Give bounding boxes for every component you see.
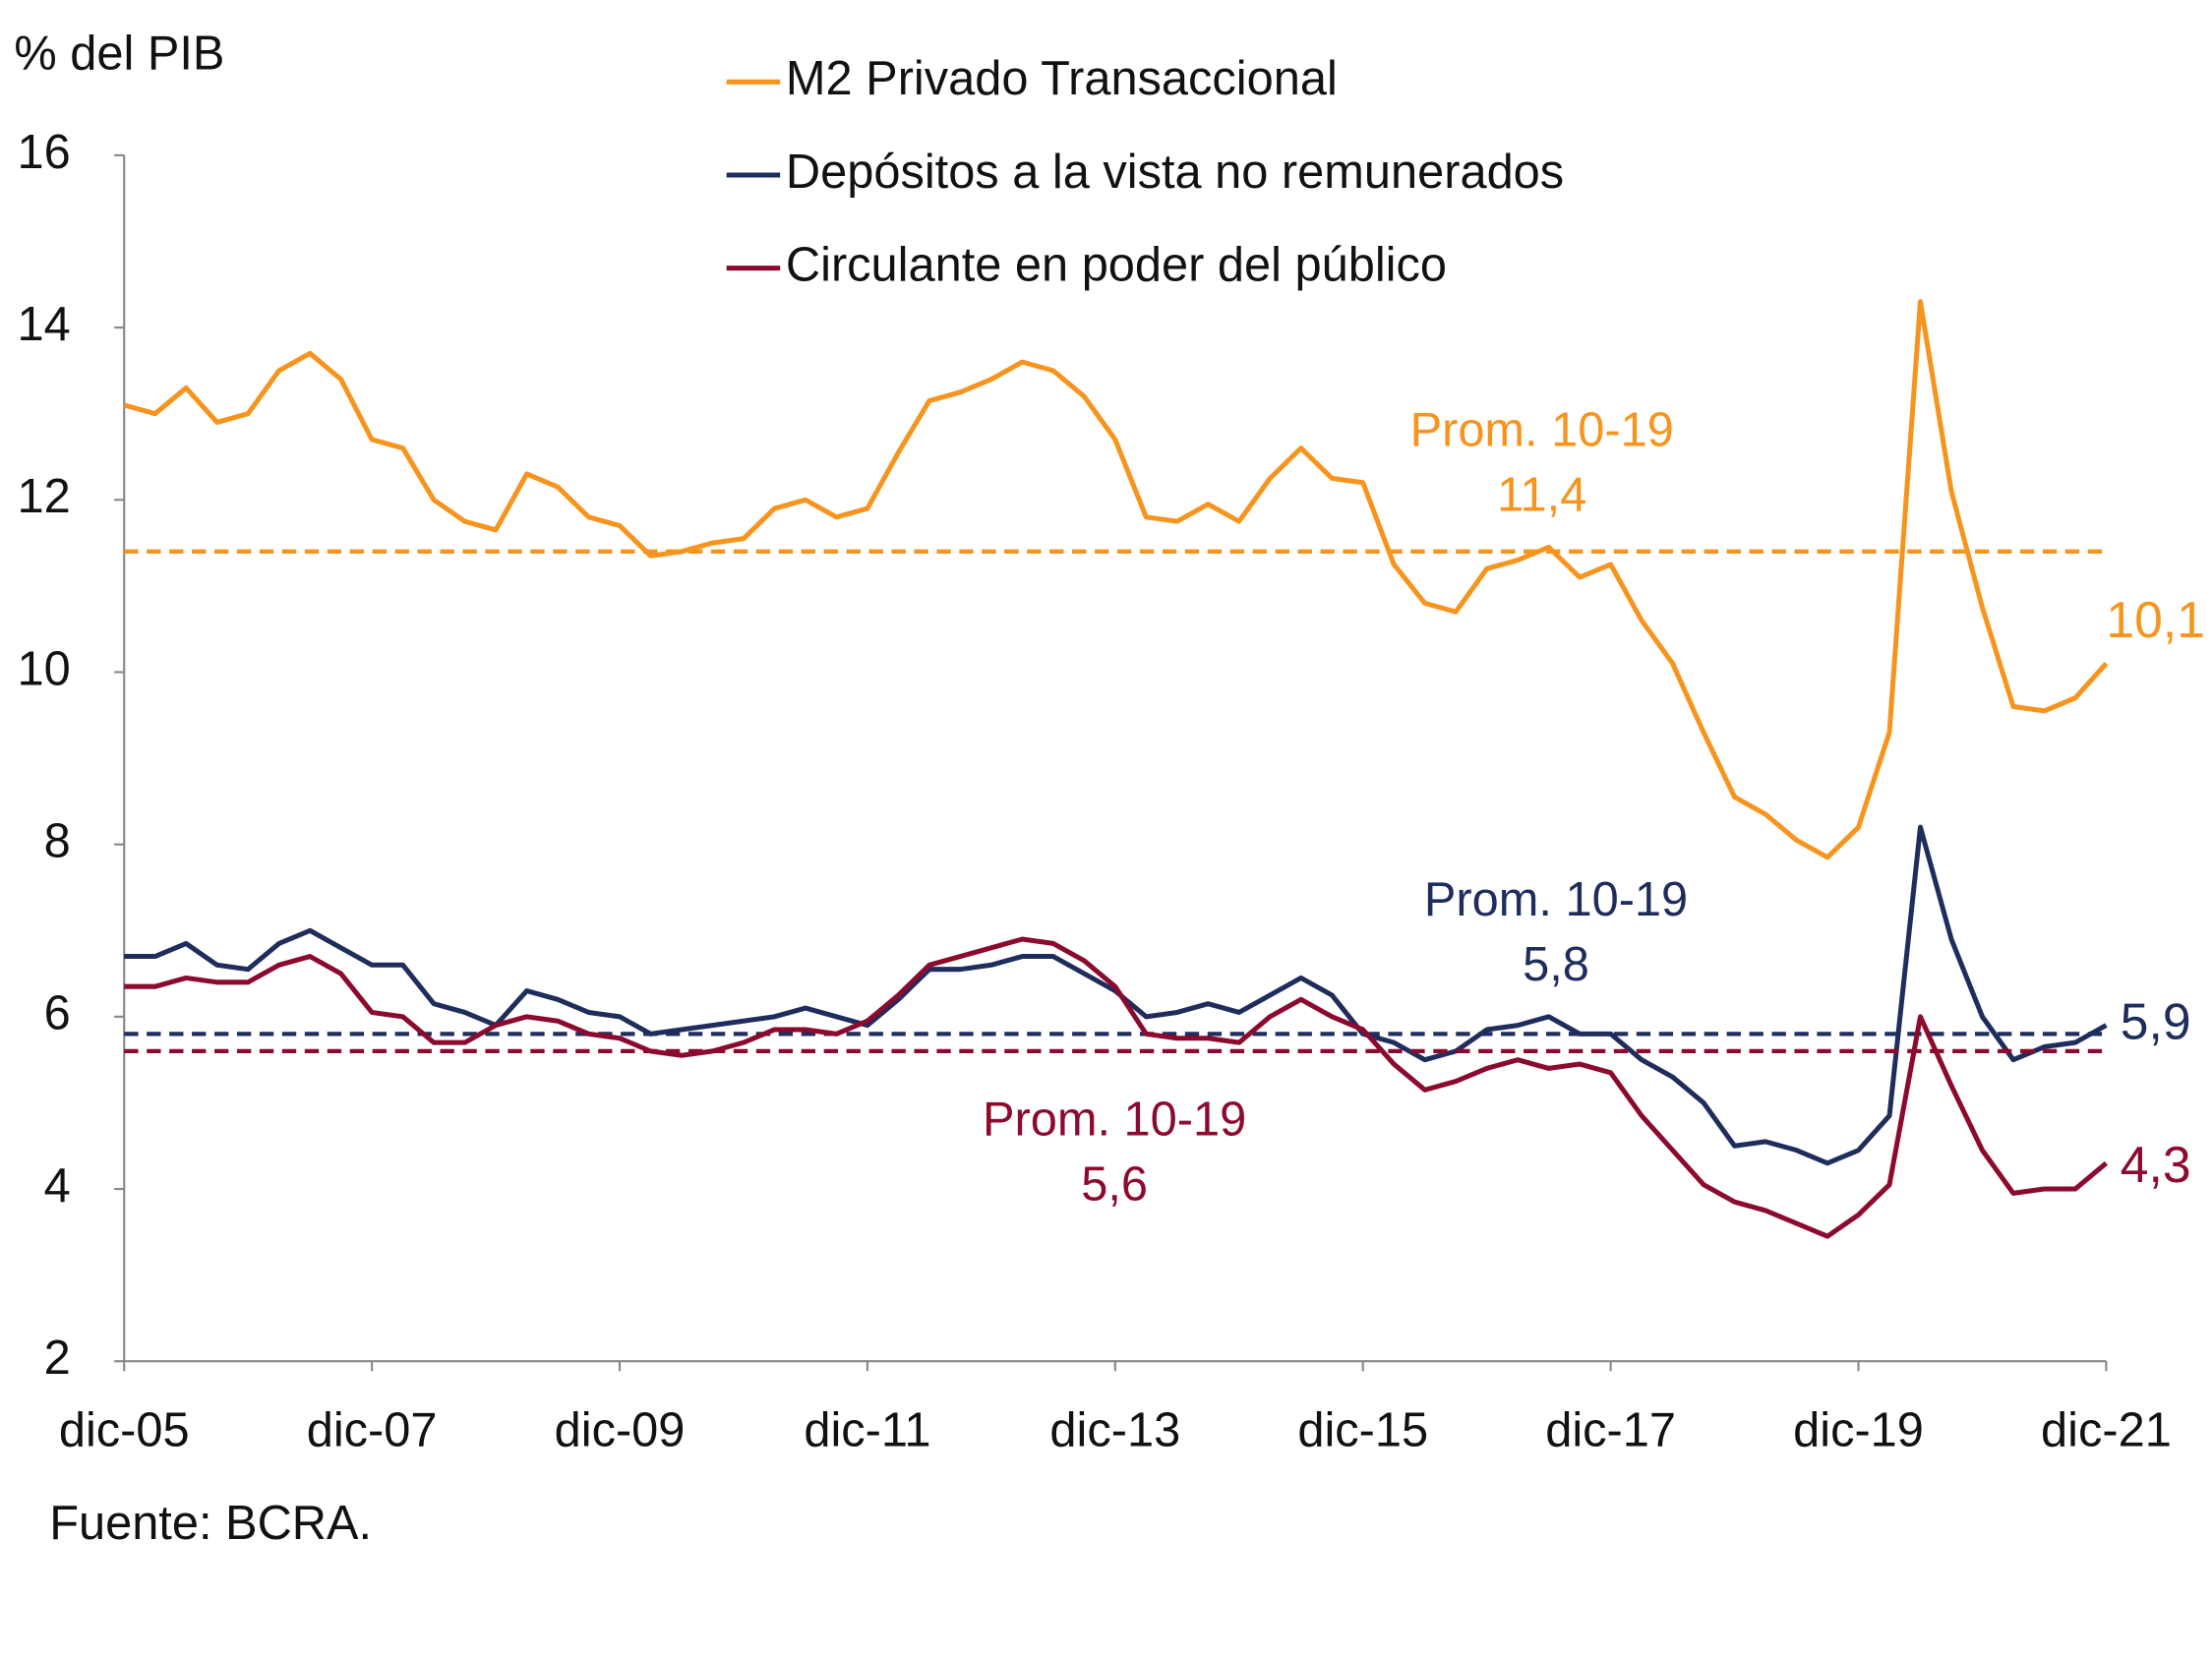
x-tick-label: dic-21	[2041, 1403, 2172, 1456]
average-label: Prom. 10-19	[1424, 873, 1688, 926]
average-value-label: 5,6	[1081, 1158, 1148, 1212]
y-tick-label: 4	[44, 1159, 71, 1213]
y-tick-label: 16	[17, 126, 70, 179]
series-line	[123, 299, 2109, 860]
value-label: 5,9	[2121, 992, 2191, 1049]
average-label: Prom. 10-19	[983, 1094, 1246, 1147]
legend-label: M2 Privado Transaccional	[786, 52, 1338, 105]
x-tick-label: dic-15	[1297, 1403, 1428, 1456]
x-tick-label: dic-09	[555, 1403, 686, 1456]
y-tick-label: 14	[17, 298, 70, 351]
y-tick-label: 6	[44, 987, 71, 1040]
y-axis-label: % del PIB	[14, 27, 224, 80]
x-tick-label: dic-17	[1545, 1403, 1676, 1456]
y-tick-label: 8	[44, 815, 71, 868]
value-label: 4,3	[2121, 1136, 2191, 1193]
x-tick-label: dic-13	[1049, 1403, 1180, 1456]
x-tick-label: dic-07	[307, 1403, 438, 1456]
series-line	[124, 936, 2109, 1239]
y-tick-label: 12	[17, 470, 70, 523]
average-value-label: 5,8	[1523, 938, 1589, 991]
x-tick-label: dic-11	[804, 1403, 930, 1456]
y-tick-label: 2	[44, 1332, 71, 1385]
x-tick-label: dic-19	[1793, 1403, 1924, 1456]
legend-label: Depósitos a la vista no remunerados	[786, 146, 1564, 199]
average-value-label: 11,4	[1497, 468, 1586, 521]
source-note: Fuente: BCRA.	[49, 1497, 372, 1550]
y-tick-label: 10	[17, 642, 70, 695]
legend-label: Circulante en poder del público	[786, 239, 1447, 292]
value-label: 10,1	[2106, 591, 2204, 648]
x-tick-label: dic-05	[59, 1403, 190, 1456]
average-label: Prom. 10-19	[1410, 403, 1674, 456]
